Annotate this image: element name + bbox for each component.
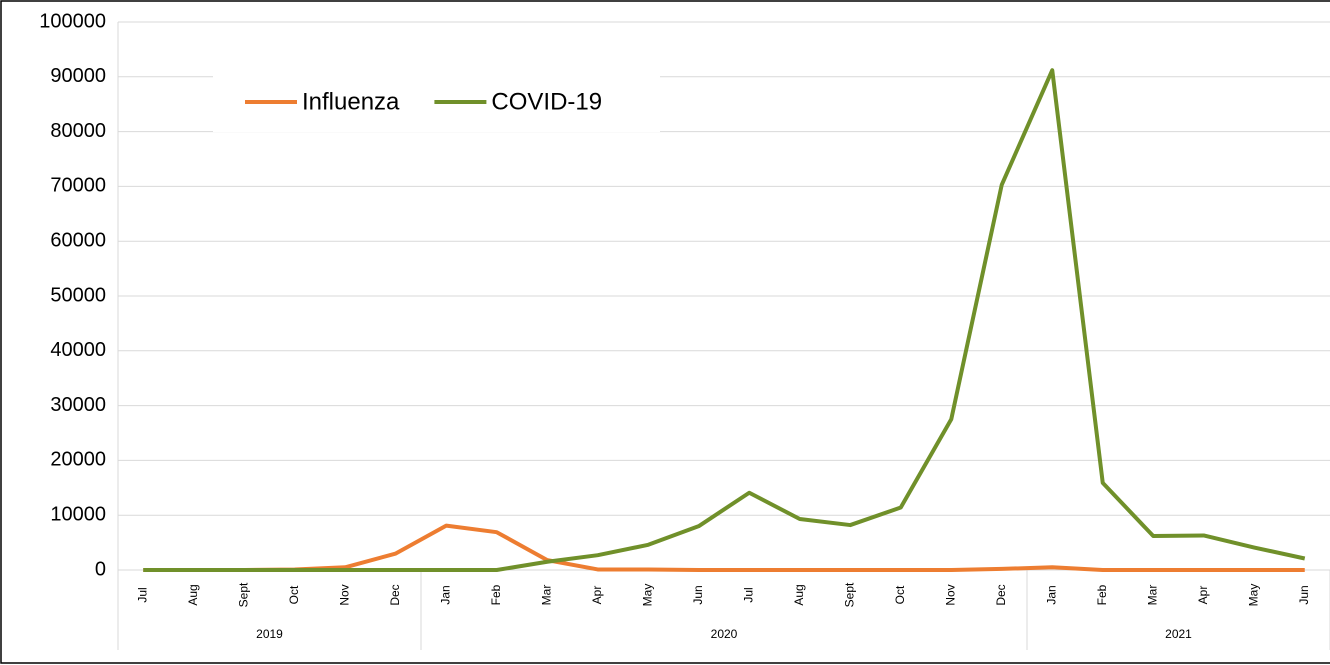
x-tick-label: Aug [186, 584, 200, 605]
x-tick-label: Jul [741, 587, 755, 602]
x-tick-label: Sept [236, 582, 250, 607]
x-tick-label: Mar [539, 585, 553, 606]
y-tick-label: 0 [95, 558, 106, 580]
group-label: 2021 [1165, 627, 1192, 641]
x-tick-label: May [1246, 584, 1260, 607]
y-tick-label: 70000 [50, 175, 106, 197]
x-tick-label: Dec [388, 584, 402, 605]
x-tick-label: Apr [1196, 586, 1210, 605]
y-tick-label: 100000 [39, 10, 106, 32]
y-tick-label: 90000 [50, 65, 106, 87]
x-tick-label: Jun [691, 585, 705, 604]
group-label: 2020 [711, 627, 738, 641]
y-tick-label: 30000 [50, 394, 106, 416]
x-tick-label: May [640, 584, 654, 607]
y-tick-label: 40000 [50, 339, 106, 361]
x-tick-label: Jul [135, 587, 149, 602]
x-tick-label: Jan [438, 585, 452, 604]
group-label: 2019 [256, 627, 283, 641]
x-tick-label: Feb [489, 584, 503, 605]
x-tick-label: Nov [943, 584, 957, 605]
x-tick-label: Nov [337, 584, 351, 605]
y-tick-label: 10000 [50, 503, 106, 525]
x-tick-label: Jun [1297, 585, 1311, 604]
legend-label: Influenza [302, 88, 400, 115]
x-tick-label: Aug [792, 584, 806, 605]
y-tick-label: 20000 [50, 449, 106, 471]
x-tick-label: Oct [287, 585, 301, 604]
legend-label: COVID-19 [491, 88, 602, 115]
x-tick-label: Feb [1095, 584, 1109, 605]
y-tick-label: 50000 [50, 284, 106, 306]
x-tick-label: Oct [893, 585, 907, 604]
line-series [143, 523, 1305, 572]
x-tick-label: Dec [994, 584, 1008, 605]
x-tick-label: Jan [1044, 585, 1058, 604]
x-tick-label: Sept [842, 582, 856, 607]
x-tick-label: Mar [1145, 585, 1159, 606]
line-series [143, 68, 1306, 572]
y-tick-label: 80000 [50, 120, 106, 142]
x-tick-label: Apr [590, 586, 604, 605]
y-tick-label: 60000 [50, 229, 106, 251]
